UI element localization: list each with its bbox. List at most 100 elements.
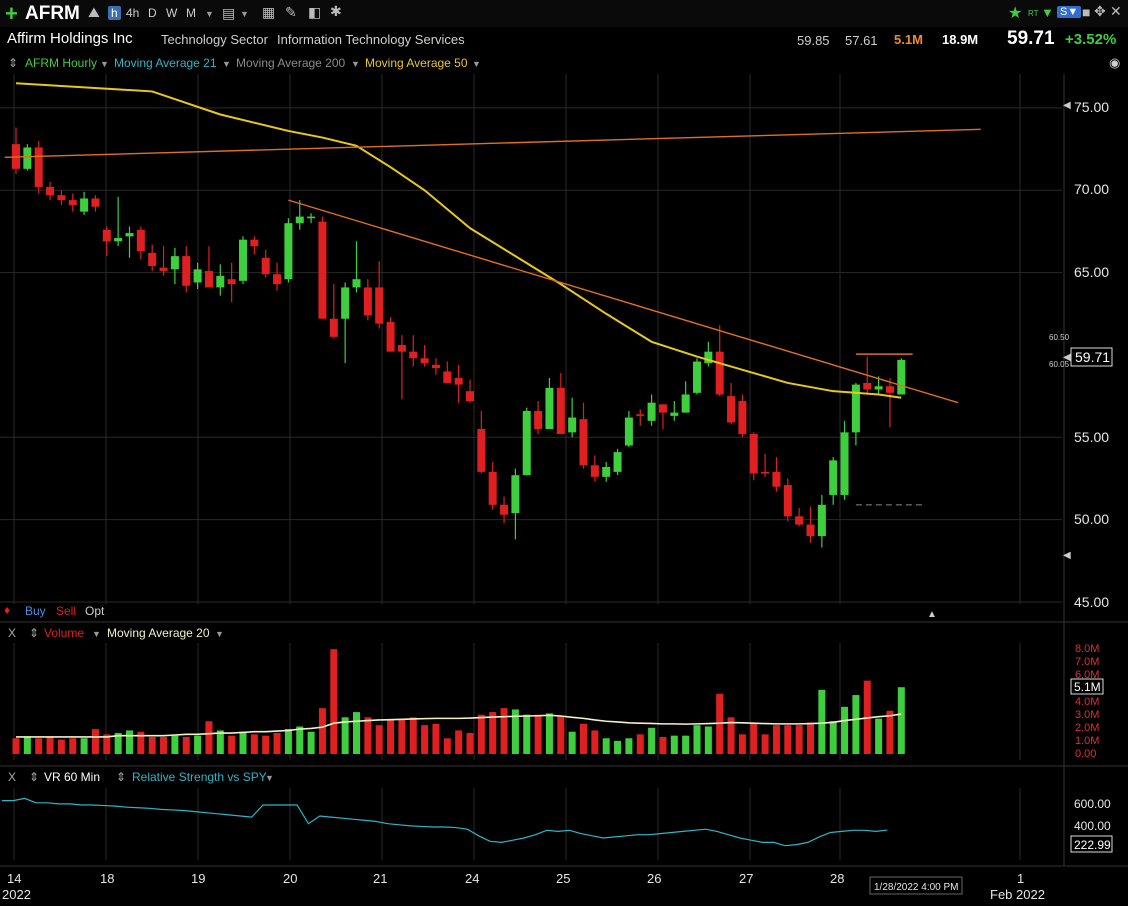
vol-tick: 3.0M <box>1075 709 1099 721</box>
trade-icon[interactable]: ♦ <box>4 603 11 617</box>
add-symbol-icon[interactable]: + <box>5 1 18 26</box>
volume-bar <box>69 738 77 754</box>
study-ma200[interactable]: Moving Average 200 <box>236 56 346 70</box>
scroll-up-arrow-icon[interactable]: ▲ <box>927 609 937 620</box>
rs-tick-600: 600.00 <box>1074 797 1111 811</box>
volume-bar <box>818 689 826 754</box>
options-button[interactable]: Opt <box>85 604 105 618</box>
share-icon[interactable]: ✱ <box>330 3 342 19</box>
vol-tick: 2.0M <box>1075 722 1099 734</box>
volume-bar <box>341 717 349 754</box>
candle-body <box>409 351 418 359</box>
timeframe-hourly[interactable]: h <box>108 6 121 20</box>
main-series-dropdown-icon[interactable]: ▼ <box>100 59 109 69</box>
candle-body <box>57 195 66 201</box>
volume-bar <box>886 710 894 754</box>
favorite-star-icon[interactable]: ★ <box>1008 5 1023 22</box>
candle-body <box>443 371 452 383</box>
volume-bar <box>455 730 463 754</box>
volume-bar <box>625 738 633 754</box>
volume-bar <box>284 729 292 754</box>
timeframe-4h[interactable]: 4h <box>126 6 140 20</box>
candle-body <box>352 279 361 288</box>
rs-drag-icon[interactable]: ⇕ <box>29 770 40 784</box>
industry-link[interactable]: Information Technology Services <box>277 32 465 47</box>
timeframe-daily[interactable]: D <box>148 6 157 20</box>
study-ma21[interactable]: Moving Average 21 <box>114 56 217 70</box>
chart-grid <box>0 74 1128 867</box>
candle-body <box>216 275 225 288</box>
volume-dropdown-icon[interactable]: ▼ <box>92 629 101 639</box>
vol-tick: 6.0M <box>1075 669 1099 681</box>
notes-icon[interactable]: ◧ <box>308 4 322 20</box>
color-palette-icon[interactable]: ◉ <box>1109 55 1121 70</box>
sector-link[interactable]: Technology Sector <box>161 32 268 47</box>
rs-dropdown-icon[interactable]: ▼ <box>265 773 274 783</box>
candle-body <box>159 267 168 271</box>
candle-body <box>522 410 531 476</box>
candle-body <box>148 252 157 267</box>
year-label: 2022 <box>2 887 31 902</box>
buy-button[interactable]: Buy <box>25 604 46 618</box>
chart-type-icon[interactable]: ▤ <box>222 5 236 21</box>
minimize-icon[interactable]: ■ <box>1082 4 1091 20</box>
car-icon[interactable]: ⛰ <box>88 4 100 20</box>
price-tick-70: 70.00 <box>1074 181 1109 197</box>
trendline <box>4 128 981 159</box>
candle-body <box>624 417 633 446</box>
study-main-series[interactable]: AFRM Hourly <box>25 56 98 70</box>
vol-tick: 0.00 <box>1075 748 1096 760</box>
volume-drag-icon[interactable]: ⇕ <box>29 626 40 640</box>
volume-bar <box>353 712 360 754</box>
volume-bar <box>727 717 735 754</box>
volume-ma-study[interactable]: Moving Average 20 <box>107 626 210 640</box>
timeframe-weekly[interactable]: W <box>166 6 178 20</box>
volume-bar <box>545 713 553 754</box>
rt-label[interactable]: RT <box>1028 9 1039 18</box>
rs-pane-title[interactable]: VR 60 Min <box>44 770 101 784</box>
volume-bar <box>670 735 678 754</box>
volume-close-button[interactable]: X <box>8 626 17 640</box>
rs-study[interactable]: Relative Strength vs SPY <box>132 770 267 784</box>
volume-study[interactable]: Volume <box>44 626 85 640</box>
ma21-dropdown-icon[interactable]: ▼ <box>222 59 231 69</box>
studies-icon[interactable]: ▦ <box>262 4 276 20</box>
top-toolbar: + AFRM ⛰ h 4h D W M ▼ ▤ ▼ ▦ ✎ ◧ ✱ ★ RT ▼… <box>0 0 1128 27</box>
date-label: 28 <box>830 871 844 886</box>
draw-pencil-icon[interactable]: ✎ <box>285 4 297 20</box>
price-chart[interactable]: 75.00 70.00 65.00 55.00 50.00 45.00 60.5… <box>0 74 1128 906</box>
filter-icon[interactable]: ▼ <box>1041 5 1054 20</box>
candle-body <box>602 466 611 477</box>
move-icon[interactable]: ✥ <box>1094 3 1106 19</box>
candle-body <box>511 475 520 514</box>
volume-bars <box>12 649 905 754</box>
volume-ma-dropdown-icon[interactable]: ▼ <box>215 629 224 639</box>
date-axis: 14 18 19 20 21 24 25 26 27 28 1 2022 Feb… <box>2 871 1045 902</box>
chart-type-dropdown-icon[interactable]: ▼ <box>240 9 249 19</box>
candle-body <box>568 417 577 433</box>
volume-bar <box>511 709 519 754</box>
candle-body <box>341 287 350 319</box>
rs-study-drag-icon[interactable]: ⇕ <box>116 770 127 784</box>
candle-body <box>556 387 565 435</box>
s-button[interactable]: S▼ <box>1057 6 1082 18</box>
ma200-dropdown-icon[interactable]: ▼ <box>351 59 360 69</box>
volume-bar <box>364 717 372 754</box>
sell-button[interactable]: Sell <box>56 604 77 618</box>
symbol-label[interactable]: AFRM <box>25 3 80 24</box>
volume-bar <box>421 725 429 754</box>
study-ma50[interactable]: Moving Average 50 <box>365 56 468 70</box>
relative-strength <box>2 797 888 847</box>
candle-body <box>204 270 213 288</box>
current-price-label: 59.71 <box>1075 349 1110 365</box>
volume-bar <box>262 735 270 754</box>
main-series-drag-icon[interactable]: ⇕ <box>8 56 19 70</box>
rs-tick-400: 400.00 <box>1074 819 1111 833</box>
timeframe-monthly[interactable]: M <box>186 6 196 20</box>
rs-close-button[interactable]: X <box>8 770 17 784</box>
date-label: 14 <box>7 871 21 886</box>
close-icon[interactable]: ✕ <box>1110 3 1122 19</box>
timeframe-dropdown-icon[interactable]: ▼ <box>205 9 214 19</box>
ma50-dropdown-icon[interactable]: ▼ <box>472 59 481 69</box>
candle-body <box>454 378 463 385</box>
